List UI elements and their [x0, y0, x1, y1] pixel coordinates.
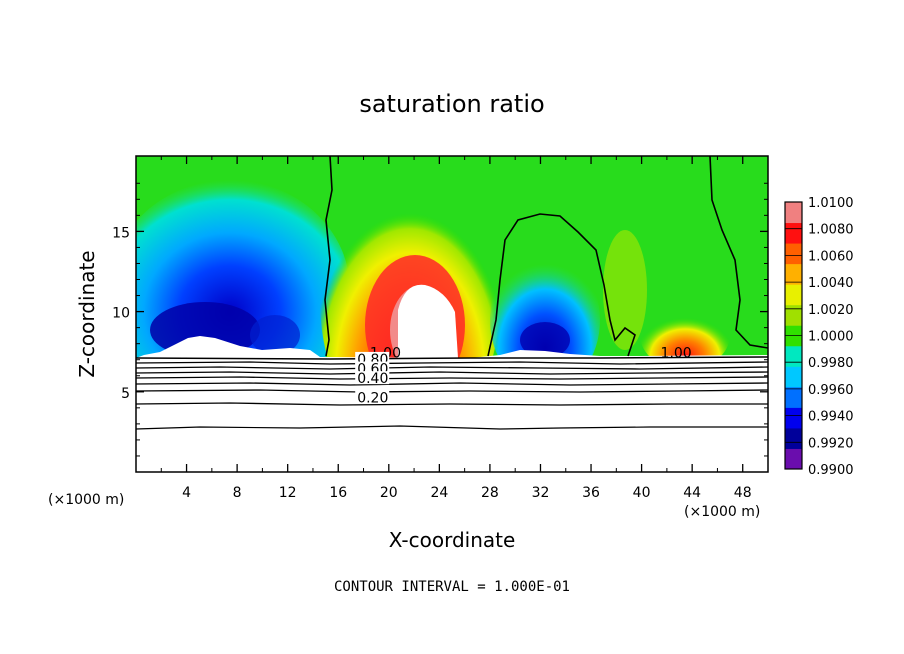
- colorbar-swatch: [785, 407, 802, 429]
- colorbar-label: 1.0000: [808, 330, 854, 345]
- contour-0-80: [136, 366, 768, 370]
- colorbar-label: 1.0100: [808, 196, 854, 211]
- colorbar-swatch: [785, 304, 802, 326]
- field-warm-right: [640, 300, 730, 370]
- field-lower-white: [136, 358, 768, 472]
- colorbar-swatch: [785, 448, 802, 470]
- contour-0-40: [136, 389, 768, 393]
- x-tick-label: 4: [182, 485, 191, 501]
- colorbar-label: 1.0060: [808, 249, 854, 264]
- contour-0-20: [136, 425, 768, 430]
- x-tick-label: 8: [233, 485, 242, 501]
- x-tick-label: 12: [279, 485, 297, 501]
- x-unit-left: (×1000 m): [48, 492, 124, 508]
- x-tick-label: 24: [430, 485, 448, 501]
- colorbar-label: 0.9980: [808, 356, 854, 371]
- contour-0-60: [136, 376, 768, 380]
- contour-upper-2: [487, 213, 636, 357]
- x-tick-label: 20: [380, 485, 398, 501]
- field-blue-left-core2: [250, 315, 300, 355]
- colorbar-swatch: [785, 386, 802, 408]
- contour-0-50: [136, 382, 768, 386]
- x-tick-label: 40: [633, 485, 651, 501]
- colorbar-label: 0.9900: [808, 463, 854, 478]
- colorbar-label: 1.0020: [808, 303, 854, 318]
- field-yellow-right: [603, 230, 647, 350]
- colorbar-label: 0.9920: [808, 436, 854, 451]
- colorbar-swatch: [785, 202, 802, 224]
- contour-labels: 1.001.000.800.600.400.20: [355, 346, 692, 406]
- contour-label: 1.00: [661, 346, 692, 362]
- contour-label: 0.40: [357, 371, 388, 387]
- colorbar-swatch: [785, 222, 802, 244]
- y-axis-label: Z-coordinate: [75, 250, 99, 377]
- colorbar-swatch: [785, 345, 802, 367]
- colorbar: 0.9900 0.9920 0.9940 0.9960 0.9980 1.0000 1.00…: [784, 196, 854, 478]
- contour-interval-footer: CONTOUR INTERVAL = 1.000E-01: [334, 579, 570, 595]
- contour-upper-1: [324, 156, 333, 357]
- x-tick-label: 32: [532, 485, 550, 501]
- colorbar-label: 1.0040: [808, 276, 854, 291]
- contour-0-70: [136, 371, 768, 375]
- field-blue-right-core: [520, 322, 570, 358]
- colorbar-label: 1.0080: [808, 223, 854, 238]
- chart-title: saturation ratio: [359, 90, 544, 118]
- contour-label: 0.20: [357, 390, 388, 406]
- field-white-center: [398, 284, 458, 358]
- plot-area: 1.001.000.800.600.400.20: [136, 156, 768, 472]
- x-unit-right: (×1000 m): [684, 504, 760, 520]
- y-tick-label: 5: [121, 386, 130, 402]
- colorbar-swatch: [785, 427, 802, 449]
- plot-frame: [135, 155, 769, 473]
- x-tick-label: 44: [683, 485, 701, 501]
- contour-1-00: [136, 356, 768, 360]
- y-axis: 5 10 15: [112, 182, 768, 457]
- colorbar-swatch: [785, 284, 802, 306]
- colorbar-swatch: [785, 263, 802, 285]
- colorbar-label: 0.9960: [808, 383, 854, 398]
- x-tick-label: 28: [481, 485, 499, 501]
- y-tick-label: 10: [112, 306, 130, 322]
- x-axis: 4 8 12 16 20 24 28 32 36 40 44 48: [160, 156, 752, 501]
- y-tick-label: 15: [112, 225, 130, 241]
- contour-upper-3: [709, 156, 768, 349]
- colorbar-label: 0.9940: [808, 410, 854, 425]
- contour-0-30: [136, 402, 768, 406]
- colorbar-swatch: [785, 243, 802, 265]
- x-tick-label: 16: [329, 485, 347, 501]
- x-tick-label: 36: [582, 485, 600, 501]
- x-tick-label: 48: [734, 485, 752, 501]
- contour-0-90: [136, 361, 768, 365]
- contour-label-bg: [355, 390, 390, 404]
- colorbar-swatch: [785, 366, 802, 388]
- x-axis-label: X-coordinate: [389, 528, 516, 552]
- contour-label-bg: [355, 371, 390, 385]
